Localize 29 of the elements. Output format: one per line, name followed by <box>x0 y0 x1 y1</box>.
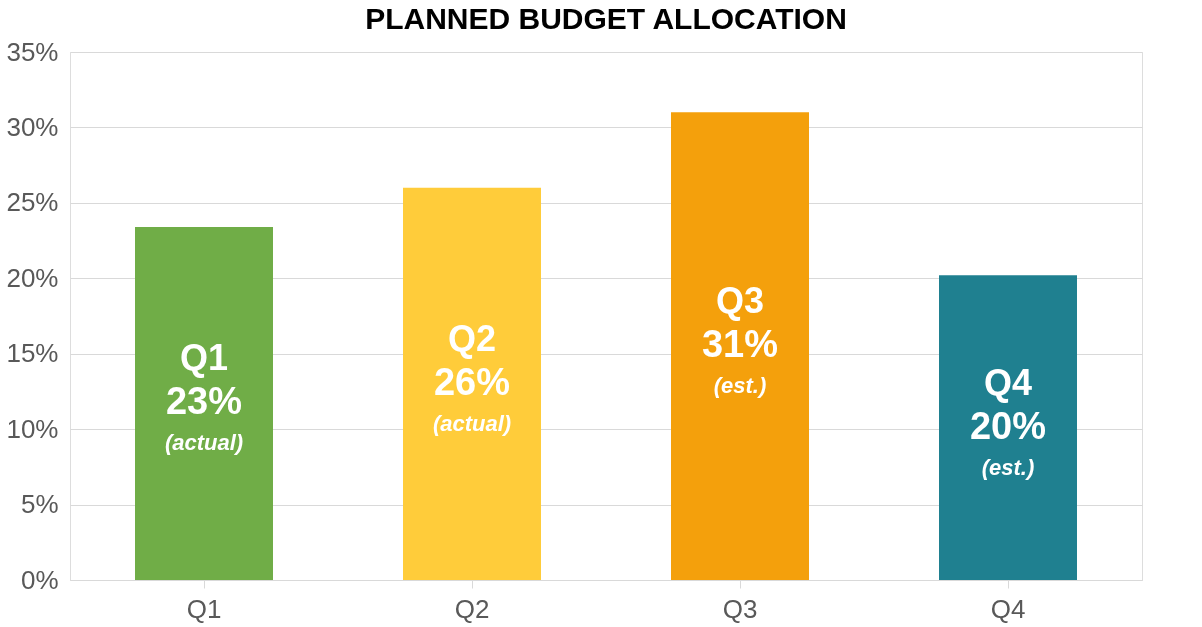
annotation: Q4 <box>983 361 1033 403</box>
x-tick-label: Q3 <box>722 593 758 624</box>
data-label: 20% <box>969 404 1047 447</box>
y-tick-label: 30% <box>6 111 59 142</box>
bar <box>403 187 541 580</box>
y-tick-label: 10% <box>6 413 59 444</box>
annotation: (actual) <box>432 410 512 436</box>
data-label: 31% <box>701 323 779 366</box>
data-label: 26% <box>433 360 511 403</box>
y-tick-label: 35% <box>6 36 59 67</box>
annotation: Q2 <box>447 317 497 359</box>
chart-title: PLANNED BUDGET ALLOCATION <box>365 2 847 35</box>
annotation: (est.) <box>713 373 767 399</box>
bar <box>939 275 1077 580</box>
bar <box>671 112 809 580</box>
data-label: 23% <box>165 380 243 423</box>
bar <box>135 226 273 580</box>
annotation: (actual) <box>164 430 244 456</box>
x-tick-label: Q2 <box>454 593 490 624</box>
y-tick-label: 25% <box>6 187 59 218</box>
y-tick-label: 20% <box>6 262 59 293</box>
y-tick-label: 0% <box>20 564 59 595</box>
annotation: (est.) <box>981 454 1035 480</box>
x-tick-label: Q4 <box>990 593 1026 624</box>
y-tick-label: 5% <box>20 489 59 520</box>
annotation: Q1 <box>179 337 229 379</box>
x-tick-label: Q1 <box>186 593 222 624</box>
annotation: Q3 <box>715 280 765 322</box>
y-tick-label: 15% <box>6 338 59 369</box>
